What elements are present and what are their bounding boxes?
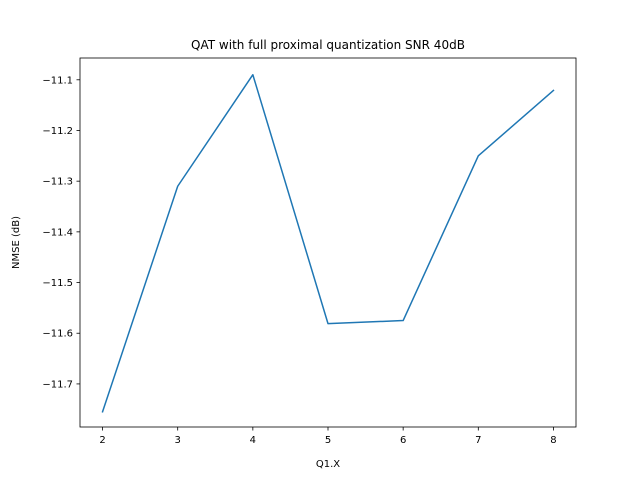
y-tick-label: −11.7 (42, 379, 73, 390)
x-tick-label: 6 (400, 435, 406, 446)
y-tick-label: −11.4 (42, 227, 73, 238)
x-tick-label: 2 (99, 435, 105, 446)
x-tick-label: 8 (550, 435, 556, 446)
y-tick-label: −11.3 (42, 177, 73, 188)
y-axis-label: NMSE (dB) (11, 216, 22, 269)
x-tick-label: 4 (250, 435, 256, 446)
y-tick-label: −11.2 (42, 126, 73, 137)
y-tick-label: −11.5 (42, 278, 73, 289)
series-line (101, 73, 555, 413)
x-axis: 2 3 4 5 6 7 8 (99, 427, 557, 446)
y-tick-label: −11.6 (42, 329, 73, 340)
x-tick-label: 7 (475, 435, 481, 446)
x-axis-label: Q1.X (316, 459, 340, 470)
x-tick-label: 3 (175, 435, 181, 446)
y-axis: −11.7 −11.6 −11.5 −11.4 −11.3 −11.2 −11.1 (42, 75, 80, 390)
plot-area (101, 73, 555, 413)
x-tick-label: 5 (325, 435, 331, 446)
chart-title: QAT with full proximal quantization SNR … (191, 38, 465, 52)
y-tick-label: −11.1 (42, 75, 73, 86)
